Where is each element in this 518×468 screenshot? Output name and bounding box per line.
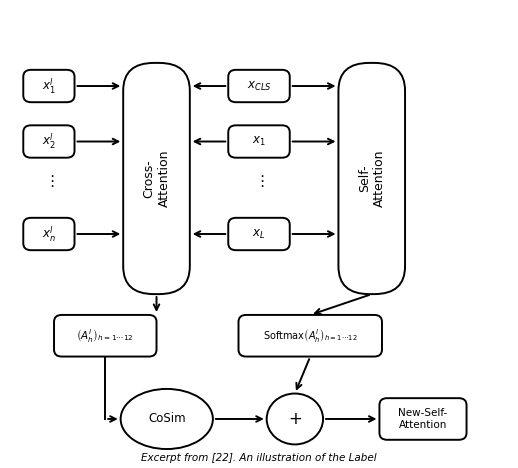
Text: $\vdots$: $\vdots$	[44, 173, 54, 189]
FancyBboxPatch shape	[379, 398, 467, 440]
FancyBboxPatch shape	[228, 70, 290, 102]
Text: $x_2^l$: $x_2^l$	[42, 132, 56, 151]
Text: $x_1^l$: $x_1^l$	[42, 76, 56, 96]
Text: $x_n^l$: $x_n^l$	[42, 224, 56, 244]
Text: $x_{CLS}$: $x_{CLS}$	[247, 80, 271, 93]
Text: Softmax$\left(A_h^l\right)_{h=1\cdots12}$: Softmax$\left(A_h^l\right)_{h=1\cdots12}…	[263, 327, 357, 344]
Text: $x_L$: $x_L$	[252, 227, 266, 241]
Text: $\vdots$: $\vdots$	[254, 173, 264, 189]
Text: $\left(A_h^l\right)_{h=1\cdots12}$: $\left(A_h^l\right)_{h=1\cdots12}$	[77, 327, 134, 344]
FancyBboxPatch shape	[238, 315, 382, 357]
Text: Excerpt from [22]. An illustration of the Label: Excerpt from [22]. An illustration of th…	[141, 453, 377, 463]
Ellipse shape	[121, 389, 213, 449]
Text: CoSim: CoSim	[148, 412, 185, 425]
Text: New-Self-
Attention: New-Self- Attention	[398, 408, 448, 430]
Text: $+$: $+$	[288, 410, 302, 428]
Text: $x_1$: $x_1$	[252, 135, 266, 148]
FancyBboxPatch shape	[338, 63, 405, 294]
FancyBboxPatch shape	[123, 63, 190, 294]
FancyBboxPatch shape	[228, 125, 290, 158]
Ellipse shape	[267, 394, 323, 445]
Text: Cross-
Attention: Cross- Attention	[142, 150, 170, 207]
FancyBboxPatch shape	[228, 218, 290, 250]
Text: Self-
Attention: Self- Attention	[358, 150, 386, 207]
FancyBboxPatch shape	[23, 70, 75, 102]
FancyBboxPatch shape	[23, 125, 75, 158]
FancyBboxPatch shape	[23, 218, 75, 250]
FancyBboxPatch shape	[54, 315, 156, 357]
